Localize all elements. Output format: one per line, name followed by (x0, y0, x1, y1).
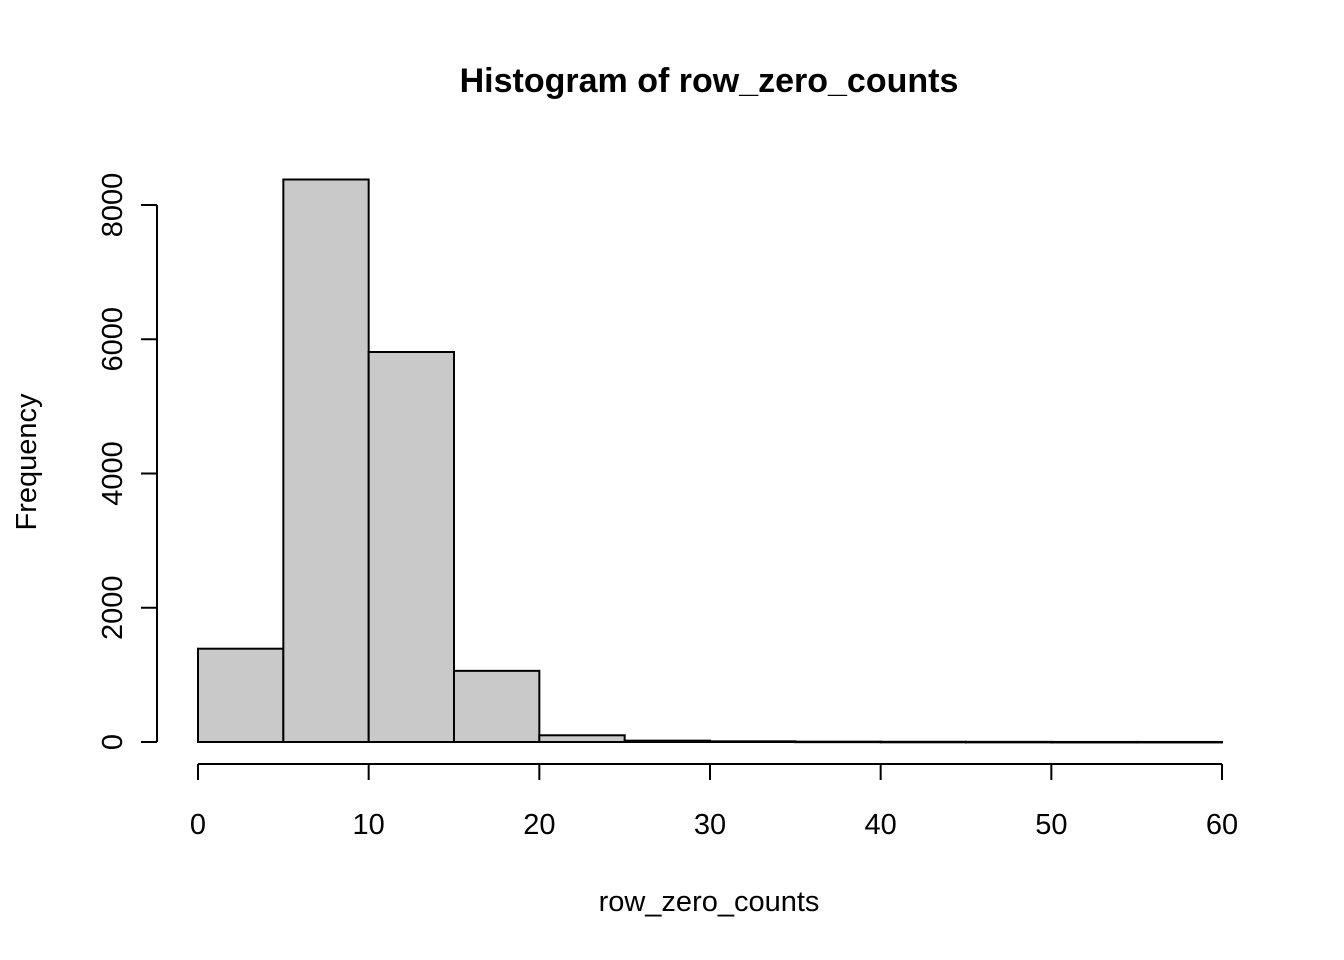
x-tick-label-0: 0 (190, 809, 206, 841)
histogram-bar-25-30 (623, 739, 712, 743)
y-tick-label-6000: 6000 (97, 307, 129, 372)
histogram-bar-40-45 (879, 740, 968, 744)
y-axis: 0 2000 4000 6000 8000 (97, 173, 158, 750)
y-axis-label: Frequency (11, 393, 43, 531)
histogram-bar-35-40 (794, 740, 882, 744)
histogram-bar-0-5 (197, 647, 285, 743)
histogram-bar-30-35 (709, 740, 797, 743)
histogram-bar-10-15 (367, 351, 455, 743)
x-tick-label-40: 40 (865, 809, 897, 841)
histogram-bar-20-25 (538, 734, 626, 743)
x-tick-label-10: 10 (353, 809, 385, 841)
histogram-bar-45-50 (965, 740, 1053, 744)
x-tick-label-20: 20 (523, 809, 555, 841)
bars-group (197, 178, 1223, 744)
histogram-bar-55-60 (1135, 740, 1223, 744)
x-axis: 0 10 20 30 40 50 60 (190, 763, 1238, 841)
y-tick-label-0: 0 (97, 734, 129, 750)
histogram-bar-5-10 (282, 178, 370, 743)
histogram-bar-50-55 (1050, 740, 1138, 744)
chart-title: Histogram of row_zero_counts (460, 62, 959, 100)
x-tick-label-50: 50 (1035, 809, 1067, 841)
y-tick-label-2000: 2000 (97, 575, 129, 640)
y-tick-label-4000: 4000 (97, 441, 129, 506)
x-tick-label-60: 60 (1206, 809, 1238, 841)
x-axis-label: row_zero_counts (599, 886, 820, 918)
y-tick-label-8000: 8000 (97, 173, 129, 238)
x-tick-label-30: 30 (694, 809, 726, 841)
histogram-bar-15-20 (453, 669, 541, 743)
